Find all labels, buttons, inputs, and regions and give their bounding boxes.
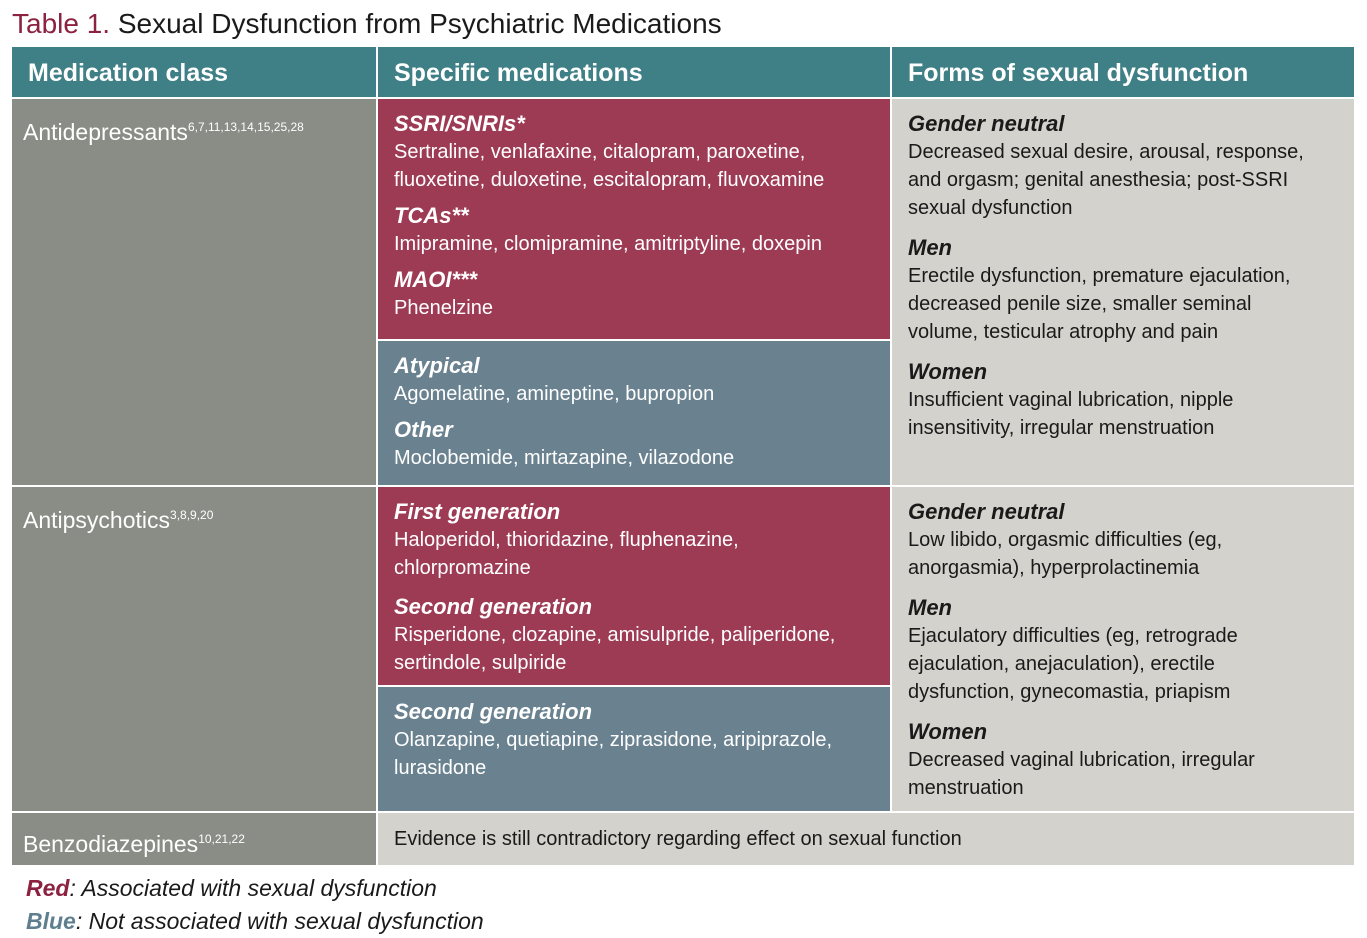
med-line: lurasidone <box>394 757 487 779</box>
med-line: Agomelatine, amineptine, bupropion <box>394 383 715 405</box>
forms-heading: Men <box>908 595 952 620</box>
forms-heading: Women <box>908 359 988 384</box>
med-group-heading: TCAs** <box>394 203 469 228</box>
antidepressants-forms: Gender neutral Decreased sexual desire, … <box>892 99 1354 485</box>
table-number: Table 1. <box>12 8 111 39</box>
class-refs: 6,7,11,13,14,15,25,28 <box>187 120 304 134</box>
forms-line: Erectile dysfunction, premature ejaculat… <box>908 265 1291 287</box>
med-group: Other Moclobemide, mirtazapine, vilazodo… <box>394 416 890 472</box>
forms-line: ejaculation, anejaculation), erectile <box>908 653 1215 675</box>
class-name: Antidepressants <box>23 119 188 145</box>
med-line: Sertraline, venlafaxine, citalopram, par… <box>394 141 806 163</box>
class-antidepressants: Antidepressants6,7,11,13,14,15,25,28 <box>12 99 376 485</box>
class-name: Benzodiazepines <box>23 831 199 857</box>
med-group-heading: First generation <box>394 499 561 524</box>
med-line: Risperidone, clozapine, amisulpride, pal… <box>394 624 836 646</box>
legend-key-blue: Blue <box>26 908 76 934</box>
legend-text: : Associated with sexual dysfunction <box>69 875 437 901</box>
legend-key-red: Red <box>26 875 70 901</box>
med-group: SSRI/SNRIs* Sertraline, venlafaxine, cit… <box>394 110 890 194</box>
legend-text: : Not associated with sexual dysfunction <box>75 908 484 934</box>
med-group-heading: MAOI*** <box>394 267 478 292</box>
forms-heading: Gender neutral <box>908 499 1065 524</box>
forms-group: Men Erectile dysfunction, premature ejac… <box>908 234 1346 346</box>
med-line: sertindole, sulpiride <box>394 652 567 674</box>
legend-red: Red: Associated with sexual dysfunction <box>26 872 437 904</box>
header-forms-of-dysfunction: Forms of sexual dysfunction <box>892 47 1354 97</box>
forms-heading: Gender neutral <box>908 111 1065 136</box>
forms-line: Insufficient vaginal lubrication, nipple <box>908 389 1234 411</box>
med-group-heading: Atypical <box>394 353 480 378</box>
med-group: Second generation Risperidone, clozapine… <box>394 593 890 677</box>
med-line: Olanzapine, quetiapine, ziprasidone, ari… <box>394 729 833 751</box>
class-antipsychotics: Antipsychotics3,8,9,20 <box>12 487 376 811</box>
med-group: Second generation Olanzapine, quetiapine… <box>394 698 890 782</box>
med-group-heading: Second generation <box>394 594 593 619</box>
forms-line: anorgasmia), hyperprolactinemia <box>908 557 1200 579</box>
class-benzodiazepines: Benzodiazepines10,21,22 <box>12 813 376 865</box>
forms-heading: Men <box>908 235 952 260</box>
med-group: MAOI*** Phenelzine <box>394 266 890 322</box>
forms-group: Women Decreased vaginal lubrication, irr… <box>908 718 1346 802</box>
antidepressants-blue-medications: Atypical Agomelatine, amineptine, buprop… <box>378 341 890 485</box>
med-line: fluoxetine, duloxetine, escitalopram, fl… <box>394 169 825 191</box>
medication-table: Medication class Specific medications Fo… <box>12 47 1354 865</box>
med-line: chlorpromazine <box>394 557 531 579</box>
class-name: Antipsychotics <box>23 507 171 533</box>
table-title-text: Sexual Dysfunction from Psychiatric Medi… <box>117 8 722 39</box>
antipsychotics-red-medications: First generation Haloperidol, thioridazi… <box>378 487 890 685</box>
forms-group: Gender neutral Low libido, orgasmic diff… <box>908 498 1346 582</box>
med-group-heading: Second generation <box>394 699 593 724</box>
class-refs: 3,8,9,20 <box>170 508 214 522</box>
med-line: Haloperidol, thioridazine, fluphenazine, <box>394 529 739 551</box>
forms-group: Women Insufficient vaginal lubrication, … <box>908 358 1346 442</box>
med-line: Imipramine, clomipramine, amitriptyline,… <box>394 233 822 255</box>
antipsychotics-forms: Gender neutral Low libido, orgasmic diff… <box>892 487 1354 811</box>
class-refs: 10,21,22 <box>198 832 245 846</box>
header-specific-medications: Specific medications <box>378 47 890 97</box>
legend-blue: Blue: Not associated with sexual dysfunc… <box>26 905 484 937</box>
antidepressants-red-medications: SSRI/SNRIs* Sertraline, venlafaxine, cit… <box>378 99 890 339</box>
forms-line: and orgasm; genital anesthesia; post-SSR… <box>908 169 1289 191</box>
forms-line: menstruation <box>908 777 1024 799</box>
forms-line: decreased penile size, smaller seminal <box>908 293 1252 315</box>
med-line: Moclobemide, mirtazapine, vilazodone <box>394 447 735 469</box>
med-group: Atypical Agomelatine, amineptine, buprop… <box>394 352 890 408</box>
header-medication-class: Medication class <box>12 47 376 97</box>
forms-line: Ejaculatory difficulties (eg, retrograde <box>908 625 1238 647</box>
forms-group: Men Ejaculatory difficulties (eg, retrog… <box>908 594 1346 706</box>
forms-group: Gender neutral Decreased sexual desire, … <box>908 110 1346 222</box>
antipsychotics-blue-medications: Second generation Olanzapine, quetiapine… <box>378 687 890 811</box>
forms-line: sexual dysfunction <box>908 197 1073 219</box>
med-group: TCAs** Imipramine, clomipramine, amitrip… <box>394 202 890 258</box>
forms-line: Decreased sexual desire, arousal, respon… <box>908 141 1304 163</box>
med-group-heading: SSRI/SNRIs* <box>394 111 525 136</box>
med-group: First generation Haloperidol, thioridazi… <box>394 498 890 582</box>
med-line: Phenelzine <box>394 297 493 319</box>
med-group-heading: Other <box>394 417 453 442</box>
forms-line: dysfunction, gynecomastia, priapism <box>908 681 1231 703</box>
forms-heading: Women <box>908 719 988 744</box>
table-title: Table 1. Sexual Dysfunction from Psychia… <box>12 4 722 44</box>
forms-line: insensitivity, irregular menstruation <box>908 417 1215 439</box>
forms-line: Decreased vaginal lubrication, irregular <box>908 749 1255 771</box>
forms-line: volume, testicular atrophy and pain <box>908 321 1219 343</box>
forms-line: Low libido, orgasmic difficulties (eg, <box>908 529 1223 551</box>
benzodiazepines-note: Evidence is still contradictory regardin… <box>378 813 1354 865</box>
